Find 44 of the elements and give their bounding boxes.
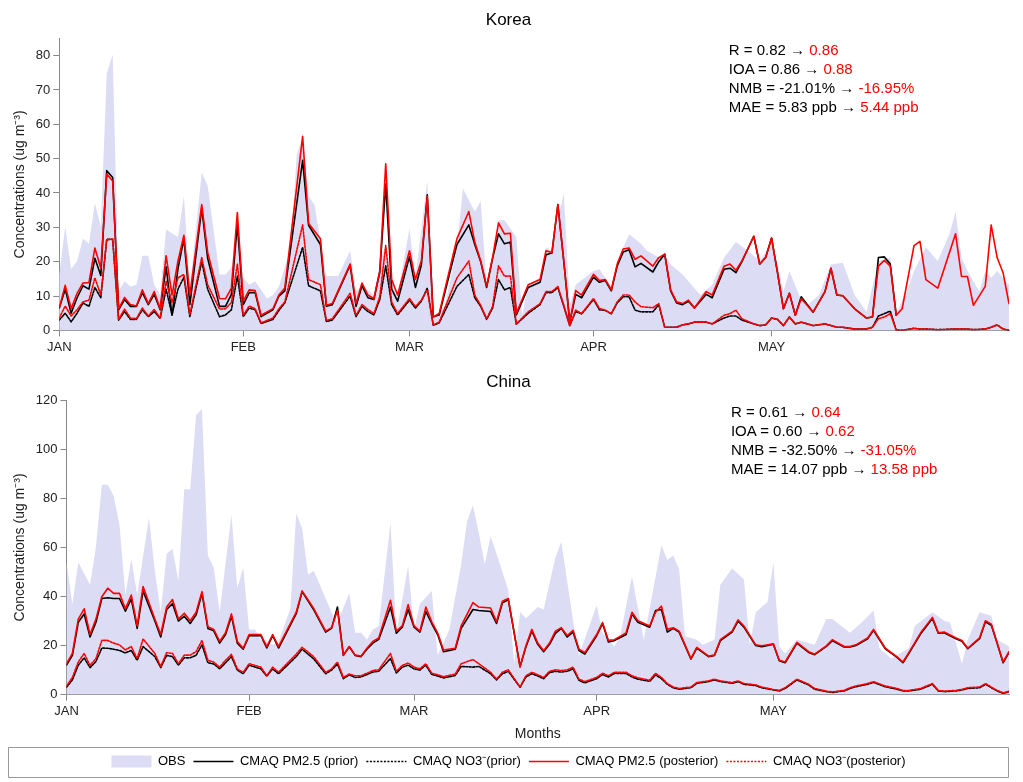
legend-label: CMAQ PM2.5 (prior) [239,753,359,769]
x-tick-label: APR [580,338,607,354]
y-tick-label: 0 [43,321,51,337]
annotation: R = 0.82 → 0.86 [728,41,839,59]
annotation: NMB = -21.01% → -16.95% [728,79,915,97]
y-tick-label: 20 [35,253,51,269]
x-tick-label: JAN [46,338,72,354]
legend-label: CMAQ NO3⁻(prior) [412,753,521,769]
x-tick-label: MAR [399,702,429,718]
y-tick-label: 80 [35,47,51,63]
x-tick-label: MAY [757,338,786,354]
x-tick-label: JAN [54,702,79,718]
y-tick-label: 30 [35,218,51,234]
annotation: IOA = 0.60 → 0.62 [730,422,855,440]
y-tick-label: 60 [43,539,58,555]
x-tick-label: APR [583,702,611,718]
x-tick-label: MAR [395,338,424,354]
annotation: R = 0.61 → 0.64 [730,403,841,421]
y-tick-label: 100 [35,441,58,457]
y-tick-label: 120 [35,391,58,407]
x-tick-label: FEB [236,702,262,718]
y-tick-label: 20 [43,637,58,653]
annotation: MAE = 5.83 ppb → 5.44 ppb [728,98,919,116]
y-tick-label: 50 [35,150,51,166]
x-tick-label: FEB [230,338,256,354]
chart-title: Korea [485,9,532,29]
chart-title: China [486,371,532,391]
annotation: MAE = 14.07 ppb → 13.58 ppb [730,460,938,478]
y-tick-label: 0 [50,686,58,702]
legend-label: CMAQ NO3⁻(posterior) [772,753,906,769]
y-axis-title: Concentrations (ug m⁻³) [11,110,28,259]
x-axis-title: Months [514,725,561,742]
y-tick-label: 40 [35,184,51,200]
y-axis-title: Concentrations (ug m⁻³) [11,473,28,622]
y-tick-label: 40 [43,588,58,604]
y-tick-label: 80 [43,490,58,506]
annotation: NMB = -32.50% → -31.05% [730,441,917,459]
legend-label: CMAQ PM2.5 (posterior) [575,753,719,769]
y-tick-label: 60 [35,115,51,131]
y-tick-label: 10 [35,287,51,303]
annotation: IOA = 0.86 → 0.88 [728,60,853,78]
y-tick-label: 70 [35,81,51,97]
x-tick-label: MAY [759,702,788,718]
legend-label: OBS [157,753,186,769]
